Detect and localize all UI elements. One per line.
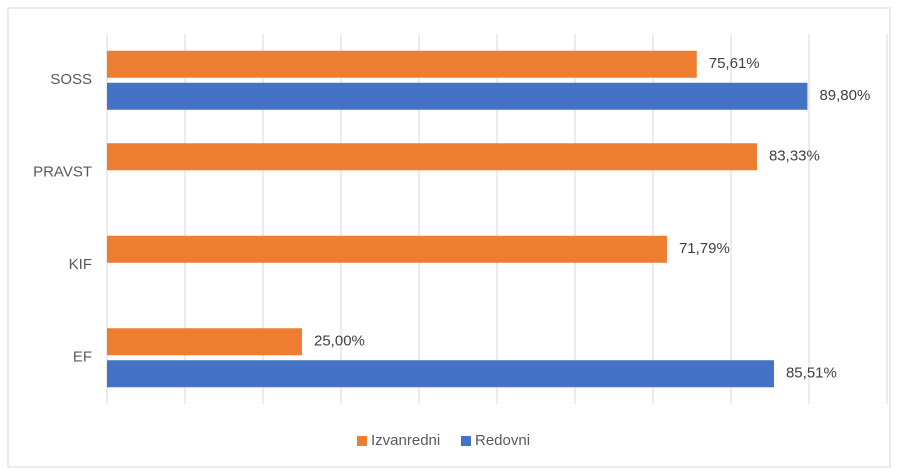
bar	[107, 143, 757, 171]
legend-label: Izvanredni	[371, 432, 440, 449]
data-label: 83,33%	[769, 148, 820, 165]
y-tick-label: KIF	[69, 256, 92, 273]
y-tick-label: PRAVST	[33, 164, 92, 181]
legend-swatch	[461, 436, 471, 446]
data-label: 25,00%	[314, 333, 365, 350]
bar	[107, 82, 808, 110]
bar	[107, 235, 667, 263]
y-tick-label: SOSS	[50, 71, 92, 88]
data-label: 85,51%	[786, 365, 837, 382]
bar	[107, 50, 697, 78]
bar	[107, 360, 774, 388]
legend-label: Redovni	[475, 432, 530, 449]
legend-swatch	[357, 436, 367, 446]
bar	[107, 328, 302, 356]
data-label: 89,80%	[819, 87, 870, 104]
data-label: 71,79%	[679, 240, 730, 257]
data-label: 75,61%	[709, 55, 760, 72]
y-tick-label: EF	[73, 349, 92, 366]
